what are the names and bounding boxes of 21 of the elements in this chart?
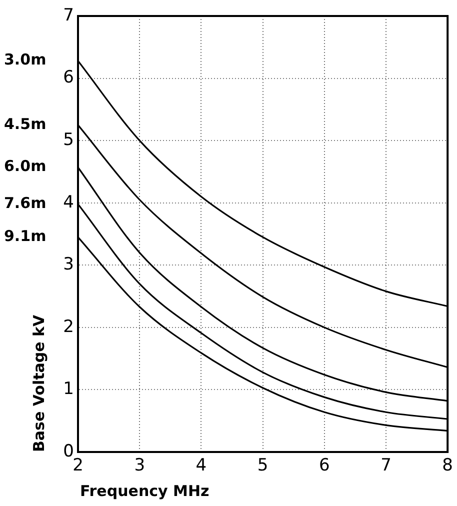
text: 6.0m — [4, 157, 46, 176]
x-tick-label: 4 — [196, 456, 207, 476]
x-tick-label: 7 — [380, 456, 392, 476]
y-tick-label: 0 — [63, 441, 74, 462]
x-tick-label: 8 — [442, 456, 454, 476]
y-axis-title: Base Voltage kV — [30, 314, 48, 452]
x-tick-label: 3 — [134, 456, 146, 476]
text: 9.1m — [4, 227, 46, 246]
y-tick-label: 4 — [63, 192, 74, 212]
x-axis-title: Frequency MHz — [80, 482, 210, 500]
y-tick-label: 1 — [63, 379, 74, 400]
text: 4.5m — [4, 114, 46, 133]
x-tick-label: 5 — [257, 456, 268, 476]
y-tick-label: 2 — [63, 316, 74, 337]
y-tick-label: 7 — [63, 5, 74, 26]
y-tick-label: 3 — [63, 254, 74, 275]
y-tick-label: 6 — [63, 68, 74, 88]
y-tick-label: 5 — [63, 130, 74, 150]
x-tick-label: 6 — [318, 456, 330, 476]
text: 7.6m — [4, 194, 46, 212]
text: 3.0m — [4, 50, 46, 69]
